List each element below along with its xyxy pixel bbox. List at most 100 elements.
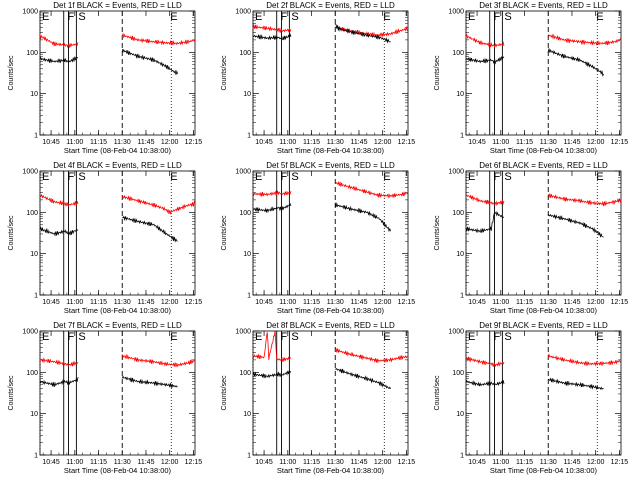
y-tick-label: 10	[456, 411, 464, 418]
x-tick-label: 10:45	[42, 299, 60, 306]
x-tick-label: 11:30	[327, 299, 344, 306]
y-tick-label: 10	[456, 91, 464, 98]
y-tick-label: 10	[30, 91, 38, 98]
x-tick-label: 12:00	[587, 299, 605, 306]
y-tick-label: 10	[456, 251, 464, 258]
event-rate-line	[466, 48, 604, 77]
x-axis-label: Start Time (08-Feb-04 10:38:00)	[64, 466, 172, 475]
y-tick-label: 1	[247, 293, 251, 300]
plot-frame	[465, 330, 622, 456]
event-marker-s: S	[78, 171, 85, 183]
x-tick-label: 11:00	[492, 459, 509, 466]
y-tick-label: 10	[243, 251, 251, 258]
x-tick-label: 10:45	[468, 299, 486, 306]
chart-panel-7: Det 7f BLACK = Events, RED = LLD 1 10 100 10…	[8, 321, 202, 475]
x-axis-label: Start Time (08-Feb-04 10:38:00)	[64, 306, 172, 315]
chart-panel-6: Det 6f BLACK = Events, RED = LLD 1 10 100 10…	[434, 161, 628, 315]
event-marker-s: S	[291, 171, 298, 183]
y-tick-label: 1000	[235, 329, 251, 336]
lld-rate-line	[40, 353, 195, 368]
event-marker-s: S	[504, 331, 511, 343]
y-axis-label: Counts/sec	[221, 55, 228, 91]
x-axis-label: Start Time (08-Feb-04 10:38:00)	[490, 466, 598, 475]
x-tick-label: 11:15	[516, 299, 533, 306]
lld-rate-line	[466, 193, 621, 207]
x-tick-label: 11:45	[137, 139, 154, 146]
plot-frame	[39, 330, 196, 456]
x-tick-label: 10:45	[42, 459, 60, 466]
event-marker-s: S	[291, 11, 298, 23]
x-tick-label: 11:30	[327, 459, 344, 466]
event-marker-f: F	[67, 11, 74, 23]
x-tick-label: 12:00	[587, 459, 605, 466]
y-axis-label: Counts/sec	[8, 55, 15, 91]
x-tick-label: 12:00	[587, 139, 605, 146]
chart-title: Det 3f BLACK = Events, RED = LLD	[479, 1, 608, 10]
event-rate-line	[253, 367, 391, 390]
x-tick-label: 12:00	[161, 139, 179, 146]
x-tick-label: 12:15	[398, 299, 416, 306]
lld-rate-line	[253, 331, 408, 364]
lld-rate-line	[253, 24, 408, 38]
event-rate-line	[253, 23, 391, 44]
event-marker-e: E	[383, 331, 390, 343]
y-axis-label: Counts/sec	[434, 55, 441, 91]
chart-title: Det 6f BLACK = Events, RED = LLD	[479, 161, 608, 170]
x-tick-label: 12:15	[611, 299, 629, 306]
x-tick-label: 12:15	[185, 459, 203, 466]
x-tick-label: 11:00	[279, 139, 296, 146]
y-tick-label: 100	[239, 370, 251, 377]
y-tick-label: 100	[239, 210, 251, 217]
x-tick-label: 11:00	[66, 459, 83, 466]
event-marker-s: S	[504, 11, 511, 23]
x-tick-label: 11:30	[327, 139, 344, 146]
y-axis-label: Counts/sec	[221, 375, 228, 411]
y-tick-label: 1000	[22, 9, 38, 16]
x-tick-label: 12:00	[374, 299, 392, 306]
x-axis-label: Start Time (08-Feb-04 10:38:00)	[64, 146, 172, 155]
x-tick-label: 11:30	[540, 459, 557, 466]
x-tick-label: 12:00	[374, 139, 392, 146]
plot-frame	[252, 170, 409, 296]
x-tick-label: 10:45	[255, 459, 273, 466]
event-rate-line	[40, 215, 178, 243]
x-axis-label: Start Time (08-Feb-04 10:38:00)	[277, 306, 385, 315]
lld-rate-line	[466, 33, 621, 49]
y-axis-label: Counts/sec	[8, 375, 15, 411]
chart-title: Det 4f BLACK = Events, RED = LLD	[53, 161, 182, 170]
x-tick-label: 10:45	[255, 139, 273, 146]
x-tick-label: 11:30	[540, 299, 557, 306]
event-marker-e: E	[468, 171, 475, 183]
x-tick-label: 11:45	[563, 139, 580, 146]
y-tick-label: 1000	[448, 169, 464, 176]
x-tick-label: 11:45	[563, 299, 580, 306]
x-tick-label: 11:45	[350, 139, 367, 146]
x-tick-label: 10:45	[468, 459, 486, 466]
chart-panel-4: Det 4f BLACK = Events, RED = LLD 1 10 100 10…	[8, 161, 202, 315]
y-tick-label: 1000	[448, 329, 464, 336]
event-marker-s: S	[78, 11, 85, 23]
y-tick-label: 1	[34, 453, 38, 460]
x-tick-label: 11:15	[303, 299, 320, 306]
lld-rate-line	[466, 352, 621, 368]
event-marker-e: E	[42, 331, 49, 343]
lld-rate-line	[40, 32, 195, 49]
chart-panel-2: Det 2f BLACK = Events, RED = LLD 1 10 100 10…	[221, 1, 415, 155]
event-marker-f: F	[493, 171, 500, 183]
x-tick-label: 11:15	[303, 139, 320, 146]
event-marker-f: F	[280, 331, 287, 343]
x-tick-label: 11:00	[66, 299, 83, 306]
y-axis-label: Counts/sec	[8, 215, 15, 251]
event-marker-e: E	[383, 171, 390, 183]
x-axis-label: Start Time (08-Feb-04 10:38:00)	[277, 466, 385, 475]
event-rate-line	[253, 202, 391, 233]
x-tick-label: 10:45	[255, 299, 273, 306]
x-tick-label: 12:15	[611, 139, 629, 146]
event-marker-s: S	[504, 171, 511, 183]
y-tick-label: 100	[452, 50, 464, 57]
x-axis-label: Start Time (08-Feb-04 10:38:00)	[490, 306, 598, 315]
event-marker-e: E	[255, 171, 262, 183]
event-marker-e: E	[170, 331, 177, 343]
x-tick-label: 11:15	[90, 139, 107, 146]
